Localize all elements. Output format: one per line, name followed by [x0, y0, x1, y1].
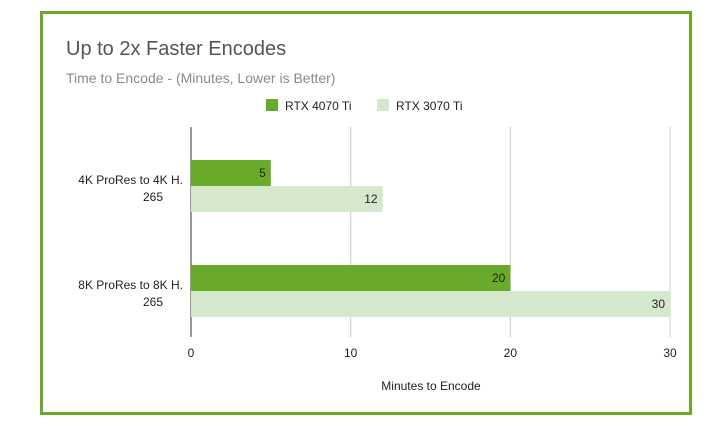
category-label-1-line-2: 265 — [143, 190, 163, 204]
data-label-1-2: 20 — [492, 271, 506, 285]
bar-2-2 — [191, 291, 670, 317]
bar-1-1 — [191, 160, 271, 186]
legend-label-1: RTX 4070 Ti — [285, 99, 351, 113]
legend-label-2: RTX 3070 Ti — [396, 99, 462, 113]
x-axis-label: Minutes to Encode — [381, 379, 481, 393]
legend-swatch-2 — [377, 99, 389, 111]
legend-swatch-1 — [266, 99, 278, 111]
x-tick-label-3: 30 — [663, 346, 677, 360]
category-label-2-line-2: 265 — [143, 295, 163, 309]
x-tick-label-2: 20 — [504, 346, 518, 360]
category-label-2-line-1: 8K ProRes to 8K H. — [78, 278, 183, 292]
bar-1-2 — [191, 265, 511, 291]
data-label-2-2: 30 — [652, 297, 666, 311]
chart-frame: Up to 2x Faster Encodes Time to Encode -… — [40, 11, 692, 415]
x-tick-label-1: 10 — [344, 346, 358, 360]
chart-title: Up to 2x Faster Encodes — [66, 38, 287, 60]
data-label-1-1: 5 — [259, 166, 266, 180]
data-label-2-1: 12 — [364, 192, 378, 206]
category-label-1-line-1: 4K ProRes to 4K H. — [78, 173, 183, 187]
x-tick-label-0: 0 — [188, 346, 195, 360]
bar-2-1 — [191, 186, 383, 212]
chart-subtitle: Time to Encode - (Minutes, Lower is Bett… — [66, 70, 336, 86]
